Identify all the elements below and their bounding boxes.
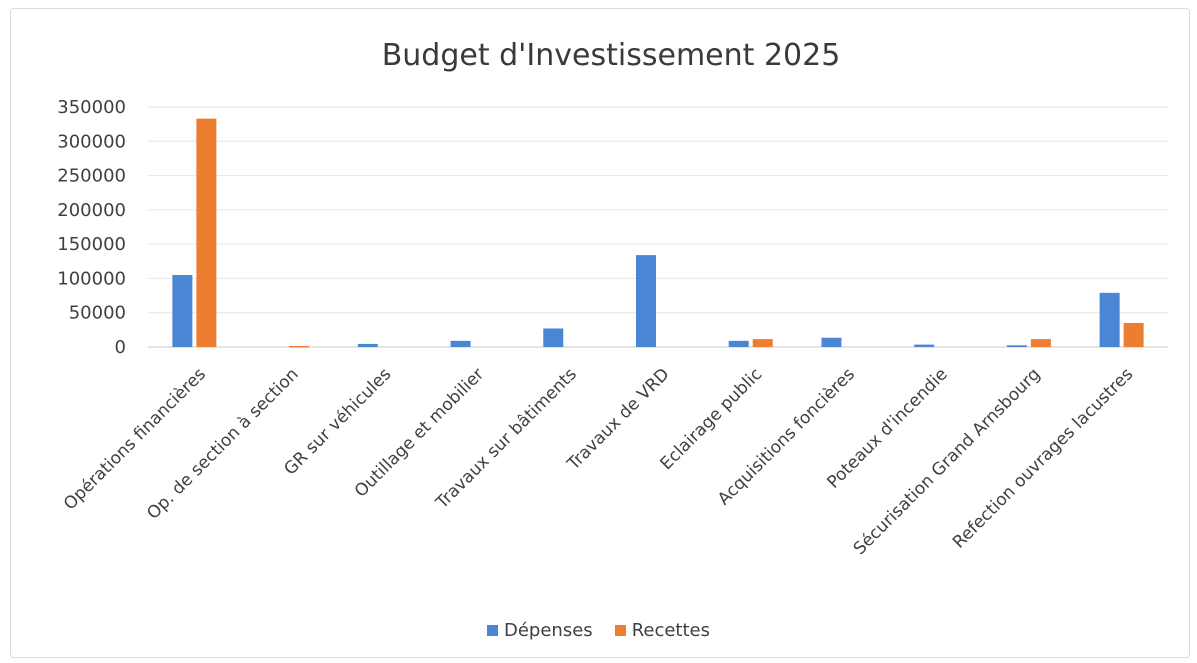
bar-depenses [172,275,193,347]
x-category-label: Eclairage public [657,364,767,474]
bar-depenses [636,255,656,347]
bar-recettes [1123,323,1144,347]
x-category-label: Refection ouvrages lacustres [949,364,1137,552]
bar-depenses [1099,292,1120,347]
bar-depenses [821,337,842,347]
y-tick-label: 50000 [69,303,126,324]
bar-depenses [450,340,471,347]
bar-depenses [728,340,749,347]
x-category-label: Op. de section à section [143,364,302,523]
bar-recettes [1030,339,1051,347]
legend-label-recettes: Recettes [631,620,710,641]
legend: Dépenses Recettes [0,620,1197,641]
bar-depenses [543,328,564,347]
legend-item-recettes: Recettes [614,620,710,641]
y-tick-label: 300000 [57,131,126,152]
bar-recettes [196,118,217,348]
chart-title: Budget d'Investissement 2025 [381,38,841,73]
y-tick-label: 200000 [57,200,126,221]
y-tick-label: 350000 [57,97,126,118]
legend-swatch-recettes [614,625,626,636]
x-category-label: Sécurisation Grand Arnsbourg [850,364,1045,559]
bar-depenses [914,344,935,347]
legend-swatch-depenses [487,625,498,636]
y-tick-label: 250000 [57,166,126,187]
legend-label-depenses: Dépenses [504,620,593,641]
bar-depenses [357,343,378,347]
chart-frame [10,8,1190,658]
bar-recettes [289,345,310,348]
bar-depenses [1006,345,1027,347]
y-tick-label: 100000 [57,268,126,289]
y-tick-label: 150000 [57,234,126,255]
bar-recettes [752,339,773,347]
y-tick-label: 0 [115,337,126,358]
legend-item-depenses: Dépenses [487,620,593,641]
